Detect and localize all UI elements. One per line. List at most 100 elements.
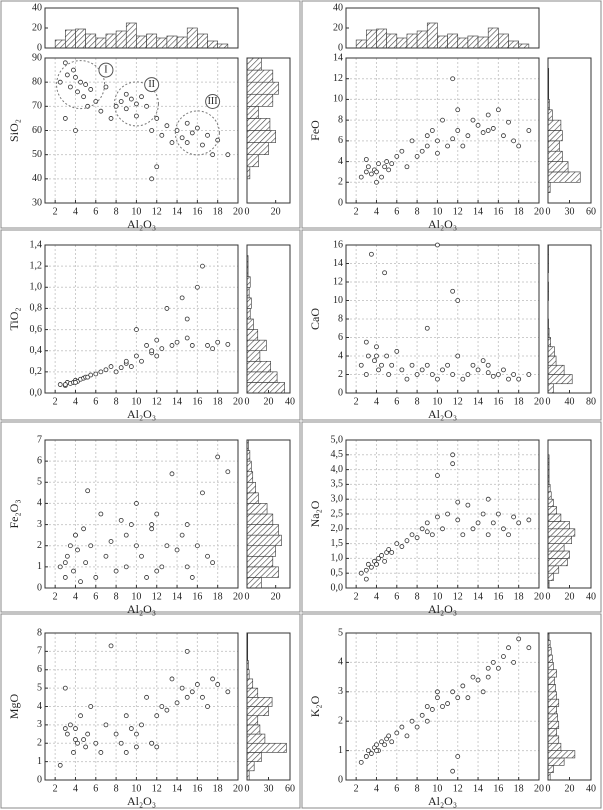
point xyxy=(399,544,405,549)
point xyxy=(164,543,170,549)
x-tick-label: 4 xyxy=(374,783,379,794)
point xyxy=(73,726,78,731)
y-axis-label: MgO xyxy=(7,694,21,720)
hist-bar xyxy=(246,297,252,309)
point xyxy=(435,695,440,701)
x-axis-label: Al₂O₃ xyxy=(127,602,156,616)
point xyxy=(365,353,371,359)
point xyxy=(83,744,89,750)
hist-bar xyxy=(457,37,469,49)
point xyxy=(374,748,379,753)
point xyxy=(465,133,471,139)
x-tick-label: 18 xyxy=(213,591,223,602)
point xyxy=(139,553,144,559)
hist-bar xyxy=(246,752,262,762)
x-tick-label: 30 xyxy=(565,206,575,217)
hist-bar xyxy=(547,691,557,700)
point xyxy=(435,242,440,248)
x-tick-label: 6 xyxy=(93,396,98,407)
point xyxy=(62,685,68,691)
point xyxy=(414,724,420,730)
point xyxy=(485,532,491,538)
plot-frame xyxy=(44,244,239,394)
x-tick-label: 8 xyxy=(415,783,420,794)
hist-bar xyxy=(508,40,519,49)
hist-bar xyxy=(547,565,560,574)
point xyxy=(154,744,160,750)
point xyxy=(88,704,94,709)
y-tick-label: 40 xyxy=(32,173,42,184)
point xyxy=(374,353,379,359)
point xyxy=(480,511,486,517)
point xyxy=(78,79,83,85)
x-tick-label: 2 xyxy=(354,396,359,407)
y-tick-label: 1 xyxy=(338,745,343,756)
point xyxy=(139,722,144,728)
y-tick-label: 20 xyxy=(32,22,42,33)
point xyxy=(435,138,440,144)
point xyxy=(189,343,195,348)
annotation: I xyxy=(104,64,107,75)
x-tick-label: 60 xyxy=(586,206,596,217)
point xyxy=(71,67,76,73)
x-tick-label: 10 xyxy=(432,206,442,217)
point xyxy=(73,128,78,133)
point xyxy=(189,130,195,136)
point xyxy=(358,362,364,368)
x-tick-label: 8 xyxy=(415,396,420,407)
point xyxy=(465,502,471,508)
x-tick-label: 40 xyxy=(586,591,596,602)
hist-bar xyxy=(246,742,287,753)
point xyxy=(379,174,384,180)
x-tick-label: 20 xyxy=(271,206,281,217)
y-tick-label: 14 xyxy=(333,258,343,269)
point xyxy=(128,726,134,731)
point xyxy=(450,288,456,294)
point xyxy=(93,740,99,746)
point xyxy=(455,695,461,701)
y-tick-label: 2 xyxy=(338,715,343,726)
y-tick-label: 4 xyxy=(338,657,343,668)
x-tick-label: 16 xyxy=(493,591,503,602)
point xyxy=(200,263,205,269)
point xyxy=(374,179,379,185)
y-tick-label: 0 xyxy=(37,774,42,785)
x-tick-label: 18 xyxy=(514,783,524,794)
y-tick-label: 4 xyxy=(338,350,343,361)
hist-bar xyxy=(547,171,581,183)
point xyxy=(475,520,481,526)
x-tick-label: 12 xyxy=(453,591,463,602)
y-tick-label: 2,0 xyxy=(331,523,344,534)
point xyxy=(495,511,501,517)
point xyxy=(134,744,139,750)
y-tick-label: 40 xyxy=(333,2,343,13)
hist-bar xyxy=(547,150,563,162)
hist-bar xyxy=(105,33,117,49)
point xyxy=(179,532,185,538)
point xyxy=(154,511,160,517)
point xyxy=(184,694,190,700)
point xyxy=(485,665,491,671)
point xyxy=(62,575,68,580)
y-tick-label: 0,6 xyxy=(30,324,43,335)
point xyxy=(149,176,155,182)
point xyxy=(368,171,374,177)
point xyxy=(424,718,430,724)
y-tick-label: 4,0 xyxy=(331,464,344,475)
point xyxy=(424,362,430,368)
x-axis-label: Al₂O₃ xyxy=(127,794,156,808)
hist-bar xyxy=(518,43,530,49)
y-tick-label: 7 xyxy=(37,434,42,445)
y-tick-label: 4 xyxy=(37,498,42,509)
x-tick-label: 8 xyxy=(415,206,420,217)
point xyxy=(376,161,381,167)
hist-bar xyxy=(246,513,274,525)
point xyxy=(485,370,491,376)
point xyxy=(424,143,430,149)
x-tick-label: 12 xyxy=(453,783,463,794)
hist-bar xyxy=(246,733,266,744)
point xyxy=(363,169,369,175)
x-tick-label: 16 xyxy=(192,783,202,794)
point xyxy=(506,376,511,382)
y-tick-label: 8 xyxy=(338,313,343,324)
